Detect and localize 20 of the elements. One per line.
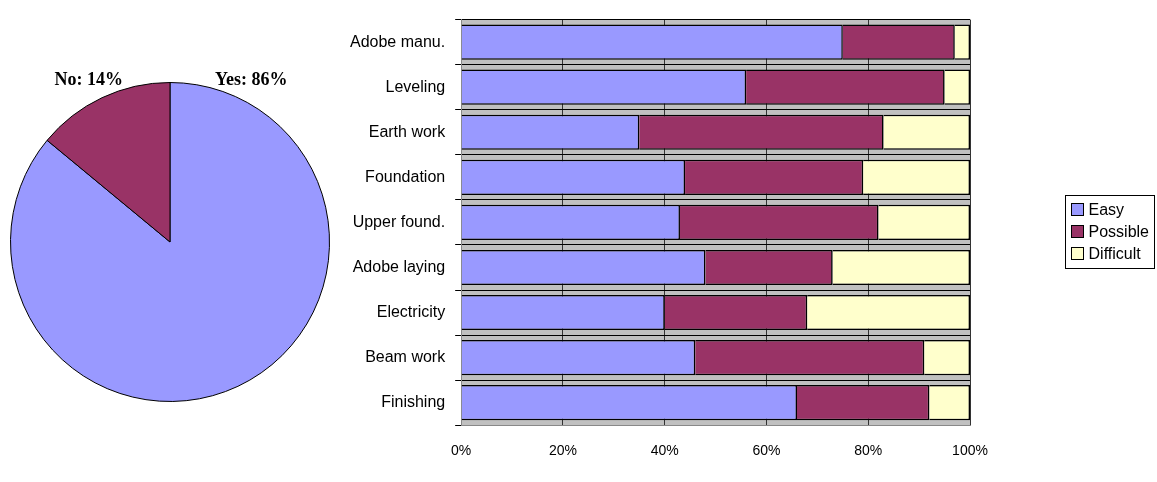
x-tick-label: 20% (548, 442, 577, 459)
y-tick-label: Adobe laying (352, 257, 446, 275)
x-tick-label: 40% (650, 442, 679, 459)
y-tick-label: Foundation (365, 167, 446, 185)
x-tick-label: 0% (451, 442, 472, 459)
y-tick-label: Earth work (368, 122, 447, 140)
text: Easy (1088, 201, 1125, 218)
legend-label: Difficult (1088, 245, 1141, 262)
y-tick-label: Upper found. (352, 212, 446, 230)
x-tick-label: 100% (952, 442, 988, 459)
y-tick-label: Electricity (376, 302, 446, 320)
x-tick-label: 80% (854, 442, 883, 459)
y-tick-label: Beam work (365, 348, 447, 366)
y-tick-label: Adobe manu. (349, 32, 446, 50)
slice-label: Yes: 86% (215, 68, 288, 89)
slice-label: No: 14% (54, 68, 123, 89)
x-tick-label: 60% (752, 442, 781, 459)
legend-label: Possible (1088, 223, 1149, 240)
y-tick-label: Leveling (385, 77, 446, 95)
y-tick-label: Finishing (381, 393, 446, 411)
